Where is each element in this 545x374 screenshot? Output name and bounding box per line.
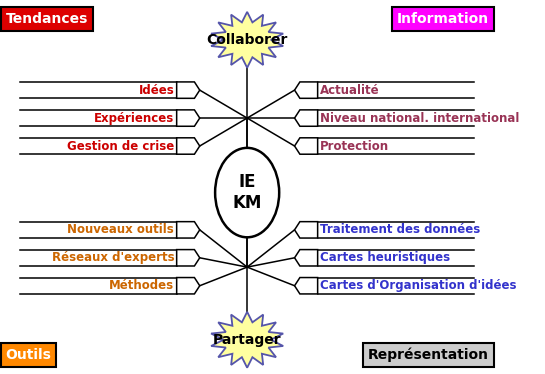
Polygon shape (294, 278, 318, 294)
Polygon shape (294, 249, 318, 266)
Text: Idées: Idées (138, 84, 174, 96)
Ellipse shape (215, 148, 279, 237)
Text: Outils: Outils (5, 348, 51, 362)
Polygon shape (211, 312, 283, 368)
Text: Collaborer: Collaborer (207, 33, 288, 47)
Text: Niveau national. international: Niveau national. international (320, 111, 519, 125)
Polygon shape (294, 82, 318, 98)
Polygon shape (294, 138, 318, 154)
Polygon shape (177, 249, 199, 266)
Text: Cartes d'Organisation d'idées: Cartes d'Organisation d'idées (320, 279, 517, 292)
Text: Nouveaux outils: Nouveaux outils (68, 223, 174, 236)
Polygon shape (177, 82, 199, 98)
Polygon shape (177, 278, 199, 294)
Text: Protection: Protection (320, 140, 389, 153)
Text: Information: Information (397, 12, 489, 26)
Text: Représentation: Représentation (368, 347, 489, 362)
Text: Gestion de crise: Gestion de crise (67, 140, 174, 153)
Text: Réseaux d'experts: Réseaux d'experts (52, 251, 174, 264)
Text: Méthodes: Méthodes (109, 279, 174, 292)
Text: Traitement des données: Traitement des données (320, 223, 480, 236)
Text: Expériences: Expériences (94, 111, 174, 125)
Text: Actualité: Actualité (320, 84, 380, 96)
Text: Partager: Partager (213, 333, 281, 347)
Polygon shape (211, 12, 283, 68)
Polygon shape (177, 110, 199, 126)
Polygon shape (294, 222, 318, 238)
Polygon shape (177, 222, 199, 238)
Text: Tendances: Tendances (5, 12, 88, 26)
Text: Cartes heuristiques: Cartes heuristiques (320, 251, 450, 264)
Polygon shape (294, 110, 318, 126)
Polygon shape (177, 138, 199, 154)
Text: IE
KM: IE KM (233, 173, 262, 212)
